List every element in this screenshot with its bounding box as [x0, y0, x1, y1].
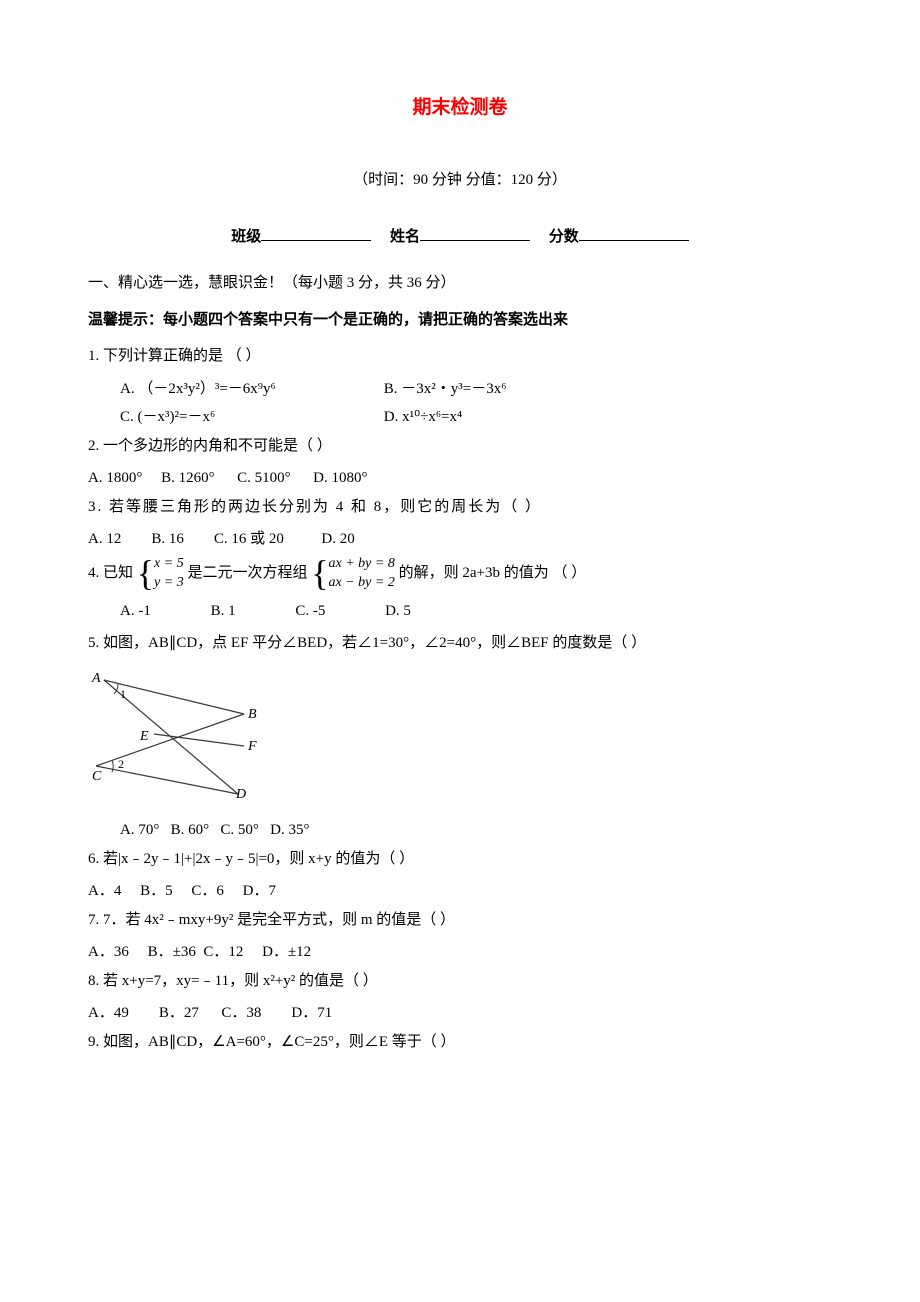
q5-opt-d: D. 35° [270, 822, 309, 838]
q8-opt-b: B．27 [159, 1005, 199, 1021]
q2-opt-d: D. 1080° [313, 470, 367, 486]
q7-opts: A．36 B．±36 C．12 D．±12 [88, 938, 832, 967]
q7-opt-b: B．±36 [148, 944, 196, 960]
svg-text:B: B [248, 707, 257, 722]
doc-subtitle: （时间：90 分钟 分值：120 分） [88, 166, 832, 195]
q2-opt-c: C. 5100° [237, 470, 291, 486]
q8-opt-a: A．49 [88, 1005, 129, 1021]
svg-text:E: E [139, 729, 149, 744]
q2-opts: A. 1800° B. 1260° C. 5100° D. 1080° [88, 464, 832, 493]
q6-opt-a: A．4 [88, 883, 121, 899]
q4-opt-d: D. 5 [385, 603, 411, 619]
class-label: 班级 [231, 229, 261, 245]
q8-opts: A．49 B．27 C．38 D．71 [88, 999, 832, 1028]
student-info-line: 班级 姓名 分数 [88, 223, 832, 252]
q5-stem: 5. 如图，AB∥CD，点 EF 平分∠BED，若∠1=30°，∠2=40°，则… [88, 629, 832, 658]
q4-mid: 是二元一次方程组 [187, 565, 307, 581]
q4-post: 的解，则 2a+3b 的值为 （ ） [399, 565, 587, 581]
q5-opt-b: B. 60° [171, 822, 210, 838]
q6-opts: A．4 B．5 C．6 D．7 [88, 877, 832, 906]
q5-opts: A. 70° B. 60° C. 50° D. 35° [88, 816, 832, 845]
q1-opt-b: B. －3x²・y³=－3x⁶ [384, 381, 507, 397]
q8-opt-c: C．38 [221, 1005, 261, 1021]
q4-pre: 4. 已知 [88, 565, 133, 581]
q2-opt-b: B. 1260° [161, 470, 215, 486]
q3-opt-a: A. 12 [88, 531, 121, 547]
q1-opt-c: C. (－x³)²=－x⁶ [120, 403, 380, 432]
name-blank [420, 226, 530, 241]
q5-opt-a: A. 70° [120, 822, 159, 838]
hint-text: 温馨提示：每小题四个答案中只有一个是正确的，请把正确的答案选出来 [88, 306, 832, 335]
svg-text:F: F [247, 739, 257, 754]
q1-stem: 1. 下列计算正确的是 （ ） [88, 342, 832, 371]
q5-opt-c: C. 50° [220, 822, 259, 838]
q6-opt-b: B．5 [140, 883, 173, 899]
q6-stem: 6. 若|x﹣2y﹣1|+|2x﹣y﹣5|=0，则 x+y 的值为（ ） [88, 845, 832, 874]
svg-text:2: 2 [118, 757, 124, 771]
section1-heading: 一、精心选一选，慧眼识金！（每小题 3 分，共 36 分） [88, 269, 832, 298]
name-label: 姓名 [390, 229, 420, 245]
q8-stem: 8. 若 x+y=7，xy=﹣11，则 x²+y² 的值是（ ） [88, 967, 832, 996]
q4-opt-a: A. -1 [120, 603, 151, 619]
q4-opts: A. -1 B. 1 C. -5 D. 5 [88, 597, 832, 626]
q6-opt-d: D．7 [243, 883, 276, 899]
q2-stem: 2. 一个多边形的内角和不可能是（ ） [88, 432, 832, 461]
class-blank [261, 226, 371, 241]
q7-opt-c: C．12 [203, 944, 243, 960]
q8-opt-d: D．71 [291, 1005, 332, 1021]
score-label: 分数 [549, 229, 579, 245]
svg-text:C: C [92, 769, 102, 784]
svg-text:A: A [91, 671, 101, 686]
q1-row1: A. （－2x³y²）³=－6x⁹y⁶ B. －3x²・y³=－3x⁶ [88, 375, 832, 404]
svg-text:D: D [235, 787, 246, 798]
doc-title: 期末检测卷 [88, 90, 832, 126]
q4-opt-c: C. -5 [295, 603, 325, 619]
q3-stem: 3. 若等腰三角形的两边长分别为 4 和 8，则它的周长为（ ） [88, 493, 832, 522]
q4-opt-b: B. 1 [211, 603, 236, 619]
score-blank [579, 226, 689, 241]
q3-opts: A. 12 B. 16 C. 16 或 20 D. 20 [88, 525, 832, 554]
q7-opt-d: D．±12 [262, 944, 311, 960]
q3-opt-c: C. 16 或 20 [214, 531, 284, 547]
q4-system1: { x = 5y = 3 [137, 554, 184, 593]
svg-text:1: 1 [120, 687, 126, 701]
q7-opt-a: A．36 [88, 944, 129, 960]
q2-opt-a: A. 1800° [88, 470, 142, 486]
q6-opt-c: C．6 [191, 883, 224, 899]
q1-row2: C. (－x³)²=－x⁶ D. x¹⁰÷x⁶=x⁴ [88, 403, 832, 432]
q9-stem: 9. 如图，AB∥CD，∠A=60°，∠C=25°，则∠E 等于（ ） [88, 1028, 832, 1057]
q7-stem: 7. 7．若 4x²﹣mxy+9y² 是完全平方式，则 m 的值是（ ） [88, 906, 832, 935]
q1-opt-a: A. （－2x³y²）³=－6x⁹y⁶ [120, 375, 380, 404]
q4-stem: 4. 已知 { x = 5y = 3 是二元一次方程组 { ax + by = … [88, 554, 832, 593]
q3-opt-b: B. 16 [151, 531, 184, 547]
q5-diagram: A B E F C D 1 2 [88, 666, 832, 809]
q1-opt-d: D. x¹⁰÷x⁶=x⁴ [384, 409, 463, 425]
q3-opt-d: D. 20 [321, 531, 354, 547]
q4-system2: { ax + by = 8ax − by = 2 [311, 554, 395, 593]
